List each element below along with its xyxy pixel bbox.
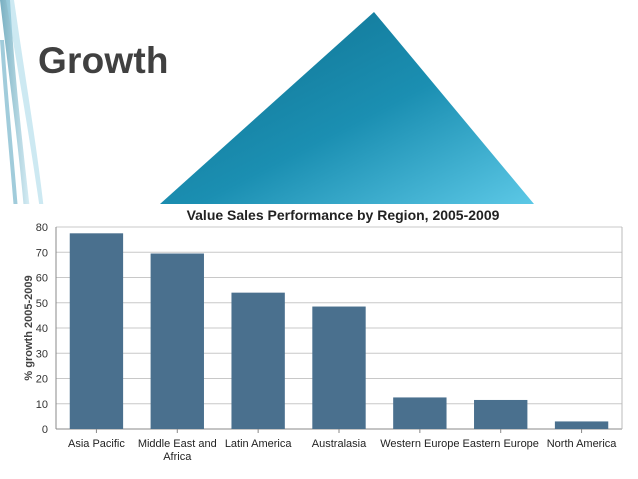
y-tick-label: 0 xyxy=(42,424,48,436)
x-tick-label: North America xyxy=(547,438,618,450)
y-tick-label: 70 xyxy=(36,247,48,259)
x-tick-label: Eastern Europe xyxy=(462,438,538,450)
bar xyxy=(69,233,124,429)
x-tick-label: Australasia xyxy=(312,438,367,450)
bar xyxy=(554,421,609,429)
chart-svg: Value Sales Performance by Region, 2005-… xyxy=(23,207,623,463)
y-tick-label: 60 xyxy=(36,273,48,285)
bar xyxy=(231,292,285,429)
bar-chart: Value Sales Performance by Region, 2005-… xyxy=(10,204,632,474)
left-swoosh-decoration xyxy=(0,0,44,210)
bar xyxy=(474,399,528,429)
x-tick-label: Western Europe xyxy=(380,438,459,450)
x-tick-label: Latin America xyxy=(225,438,293,450)
x-tick-label: Middle East and xyxy=(138,438,217,450)
x-tick-label: Asia Pacific xyxy=(68,438,125,450)
y-tick-label: 10 xyxy=(36,399,48,411)
x-tick-label: Africa xyxy=(163,451,192,463)
slide-title: Growth xyxy=(38,40,169,81)
bar xyxy=(312,306,366,429)
y-tick-label: 40 xyxy=(36,323,48,335)
y-tick-label: 20 xyxy=(36,374,48,386)
bar xyxy=(393,397,447,429)
y-tick-label: 30 xyxy=(36,348,48,360)
y-tick-label: 80 xyxy=(36,222,48,234)
bar xyxy=(150,253,204,429)
chart-title: Value Sales Performance by Region, 2005-… xyxy=(187,207,500,223)
y-axis-label: % growth 2005-2009 xyxy=(23,275,35,380)
y-tick-label: 50 xyxy=(36,298,48,310)
triangle-decoration xyxy=(160,12,534,204)
